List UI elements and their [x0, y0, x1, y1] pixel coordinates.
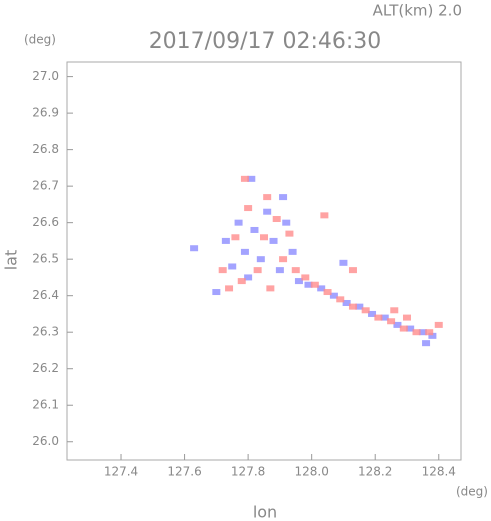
echo-point: [272, 216, 281, 223]
y-tick-label: 26.0: [32, 434, 59, 448]
y-tick-label: 26.9: [32, 106, 59, 120]
echo-point: [260, 234, 268, 241]
x-tick-label: 128.0: [294, 465, 328, 479]
echo-point: [348, 303, 357, 310]
echo-point: [301, 274, 310, 281]
echo-point: [228, 263, 237, 270]
echo-point: [310, 281, 319, 288]
echo-point: [279, 256, 288, 263]
x-unit: (deg): [456, 485, 488, 499]
echo-point: [406, 325, 415, 332]
echo-point: [240, 248, 249, 255]
echo-point: [418, 329, 427, 336]
echo-point: [212, 289, 221, 296]
echo-point: [412, 329, 421, 336]
echo-point: [279, 194, 288, 201]
echo-point: [221, 237, 230, 244]
echo-point: [291, 267, 300, 274]
x-tick-label: 127.4: [104, 465, 138, 479]
echo-point: [304, 281, 313, 288]
echo-point: [234, 219, 243, 226]
y-tick-label: 27.0: [32, 69, 59, 83]
echo-point: [336, 296, 345, 303]
echo-point: [323, 289, 332, 296]
chart-title: 2017/09/17 02:46:30: [149, 29, 382, 54]
echo-point: [240, 175, 249, 182]
echo-point: [348, 267, 357, 274]
y-tick-label: 26.1: [32, 398, 59, 412]
echo-point: [256, 256, 265, 263]
echo-point: [269, 237, 278, 244]
echo-point: [237, 278, 246, 285]
echo-point: [390, 307, 399, 314]
echo-point: [399, 325, 408, 332]
echo-point: [374, 314, 383, 321]
y-unit: (deg): [24, 33, 56, 47]
echo-point: [244, 274, 253, 281]
echo-point: [361, 307, 370, 314]
y-tick-label: 26.6: [32, 215, 59, 229]
y-axis-label: lat: [2, 250, 21, 271]
plot-frame: [66, 61, 462, 461]
echo-point: [355, 303, 364, 310]
x-axis-label: lon: [253, 503, 277, 521]
echo-point: [250, 226, 259, 233]
y-tick-label: 26.4: [32, 288, 59, 302]
echo-point: [225, 285, 234, 292]
echo-point: [294, 278, 303, 285]
echo-point: [253, 267, 262, 274]
altitude-label: ALT(km) 2.0: [373, 2, 462, 20]
x-tick-label: 127.6: [167, 465, 201, 479]
echo-point: [329, 292, 338, 299]
echo-point: [190, 245, 199, 252]
y-tick-label: 26.5: [32, 252, 59, 266]
echo-point: [247, 175, 256, 182]
echo-point: [275, 267, 284, 274]
echo-point: [263, 208, 272, 215]
x-tick-label: 127.8: [231, 465, 265, 479]
y-tick-label: 26.2: [32, 361, 59, 375]
echo-point: [285, 230, 294, 237]
echo-point: [434, 321, 443, 328]
echo-point: [266, 285, 275, 292]
y-tick-label: 26.3: [32, 325, 59, 339]
echo-point: [342, 299, 351, 306]
echo-point: [393, 321, 402, 328]
echo-point: [320, 212, 329, 219]
echo-point: [288, 248, 297, 255]
echo-point: [244, 205, 253, 212]
echo-point: [231, 234, 240, 241]
echo-point: [387, 318, 396, 325]
echo-point: [218, 267, 227, 274]
echo-point: [428, 332, 437, 339]
echo-point: [282, 219, 291, 226]
x-tick-label: 128.2: [358, 465, 392, 479]
y-tick-label: 26.7: [32, 179, 59, 193]
echo-point: [380, 314, 389, 321]
echo-point: [263, 194, 272, 201]
echo-point: [339, 259, 348, 266]
echo-point: [422, 340, 431, 347]
echo-point: [402, 314, 411, 321]
echo-point: [425, 329, 434, 336]
echo-point: [317, 285, 326, 292]
echo-point: [368, 310, 377, 317]
x-tick-label: 128.4: [422, 465, 456, 479]
y-tick-label: 26.8: [32, 142, 59, 156]
